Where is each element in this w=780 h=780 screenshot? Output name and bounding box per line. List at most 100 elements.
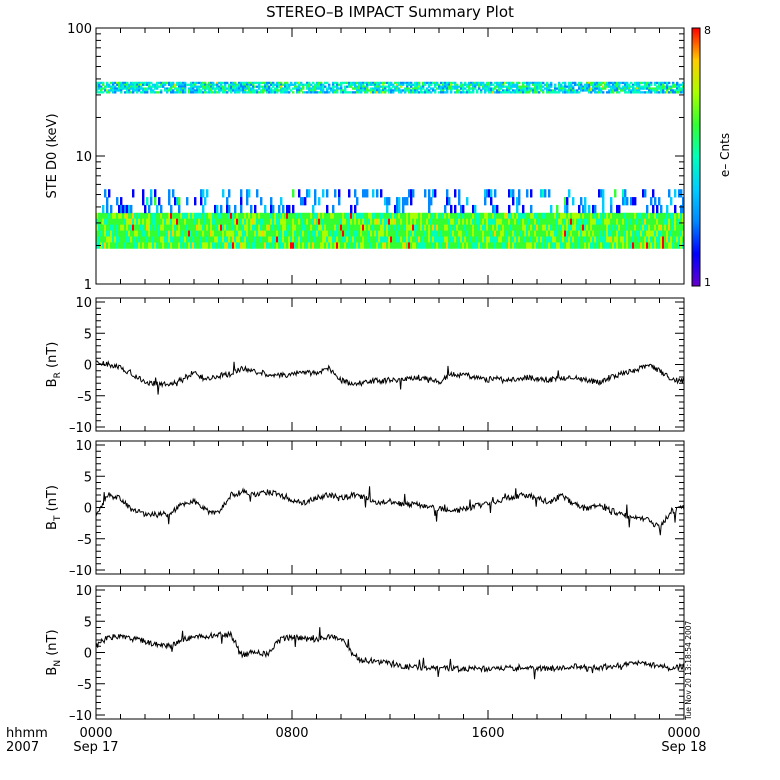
spectrogram-cell (380, 224, 383, 231)
spectrogram-cell (614, 218, 617, 226)
spectrogram-cell (362, 242, 365, 249)
spectrogram-cell (398, 87, 401, 90)
spectrogram-cell (528, 83, 531, 86)
spectrogram-cell (576, 218, 579, 226)
spectrogram-cell (462, 218, 465, 226)
spectrogram-cell (192, 81, 195, 85)
spectrogram-cell (578, 87, 581, 90)
spectrogram-cell (434, 224, 437, 231)
spectrogram-cell (496, 212, 499, 220)
spectrogram-cell (278, 81, 281, 85)
spectrogram-cell (250, 204, 253, 214)
spectrogram-cell (242, 218, 245, 226)
spectrogram-cell (568, 236, 571, 243)
spectrogram-cell (576, 230, 579, 237)
spectrogram-cell (492, 83, 495, 86)
spectrogram-cell (168, 81, 171, 85)
spectrogram-cell (420, 242, 423, 249)
spectrogram-cell (442, 212, 445, 220)
spectrogram-cell (452, 218, 455, 226)
spectrogram-cell (232, 230, 235, 237)
spectrogram-cell (138, 230, 141, 237)
spectrogram-cell (134, 85, 137, 88)
spectrogram-cell (366, 87, 369, 90)
spectrogram-cell (436, 236, 439, 243)
spectrogram-cell (476, 224, 479, 231)
spectrogram-cell (126, 204, 129, 214)
spectrogram-cell (458, 85, 461, 88)
spectrogram-cell (286, 89, 289, 92)
spectrogram-cell (672, 81, 675, 85)
spectrogram-cell (582, 242, 585, 249)
spectrogram-cell (218, 89, 221, 92)
spectrogram-cell (288, 204, 291, 214)
spectrogram-cell (650, 242, 653, 249)
spectrogram-cell (248, 83, 251, 86)
spectrogram-cell (344, 89, 347, 92)
spectrogram-cell (354, 91, 357, 94)
spectrogram-cell (524, 85, 527, 88)
spectrogram-cell (526, 212, 529, 220)
spectrogram-cell (510, 236, 513, 243)
spectrogram-cell (538, 242, 541, 249)
spectrogram-cell (368, 224, 371, 231)
spectrogram-cell (314, 224, 317, 231)
spectrogram-cell (656, 224, 659, 231)
spectrogram-cell (586, 224, 589, 231)
spectrogram-cell (408, 230, 411, 237)
spectrogram-cell (480, 89, 483, 92)
spectrogram-cell (518, 89, 521, 92)
spectrogram-cell (182, 218, 185, 226)
spectrogram-cell (322, 230, 325, 237)
spectrogram-cell (152, 91, 155, 94)
spectrogram-cell (166, 242, 169, 249)
spectrogram-cell (134, 242, 137, 249)
spectrogram-cell (228, 236, 231, 243)
spectrogram-cell (356, 218, 359, 226)
spectrogram-cell (234, 91, 237, 94)
spectrogram-cell (598, 236, 601, 243)
spectrogram-cell (146, 224, 149, 231)
spectrogram-cell (640, 87, 643, 90)
spectrogram-cell (162, 83, 165, 86)
spectrogram-cell (178, 218, 181, 226)
spectrogram-cell (460, 91, 463, 94)
spectrogram-cell (228, 189, 231, 198)
spectrogram-cell (608, 85, 611, 88)
spectrogram-cell (534, 218, 537, 226)
spectrogram-cell (570, 242, 573, 249)
spectrogram-cell (588, 87, 591, 90)
spectrogram-cell (668, 91, 671, 94)
spectrogram-cell (108, 89, 111, 92)
spectrogram-cell (636, 212, 639, 220)
spectrogram-cell (630, 242, 633, 249)
spectrogram-cell (528, 85, 531, 88)
spectrogram-cell (390, 242, 393, 249)
spectrogram-cell (610, 197, 613, 206)
spectrogram-cell (478, 83, 481, 86)
spectrogram-cell (424, 218, 427, 226)
spectrogram-cell (496, 85, 499, 88)
spectrogram-cell (626, 83, 629, 86)
spectrogram-cell (520, 85, 523, 88)
spectrogram-cell (110, 230, 113, 237)
spectrogram-cell (474, 236, 477, 243)
spectrogram-cell (178, 212, 181, 220)
spectrogram-cell (346, 81, 349, 85)
spectrogram-cell (126, 218, 129, 226)
spectrogram-cell (126, 89, 129, 92)
spectrogram-cell (524, 87, 527, 90)
spectrogram-cell (582, 230, 585, 237)
spectrogram-cell (168, 236, 171, 243)
spectrogram-cell (442, 89, 445, 92)
spectrogram-cell (142, 242, 145, 249)
spectrogram-cell (326, 91, 329, 94)
spectrogram-cell (134, 81, 137, 85)
spectrogram-cell (172, 85, 175, 88)
spectrogram-cell (322, 89, 325, 92)
spectrogram-cell (622, 224, 625, 231)
spectrogram-cell (560, 87, 563, 90)
spectrogram-cell (636, 91, 639, 94)
spectrogram-cell (370, 83, 373, 86)
spectrogram-cell (152, 212, 155, 220)
